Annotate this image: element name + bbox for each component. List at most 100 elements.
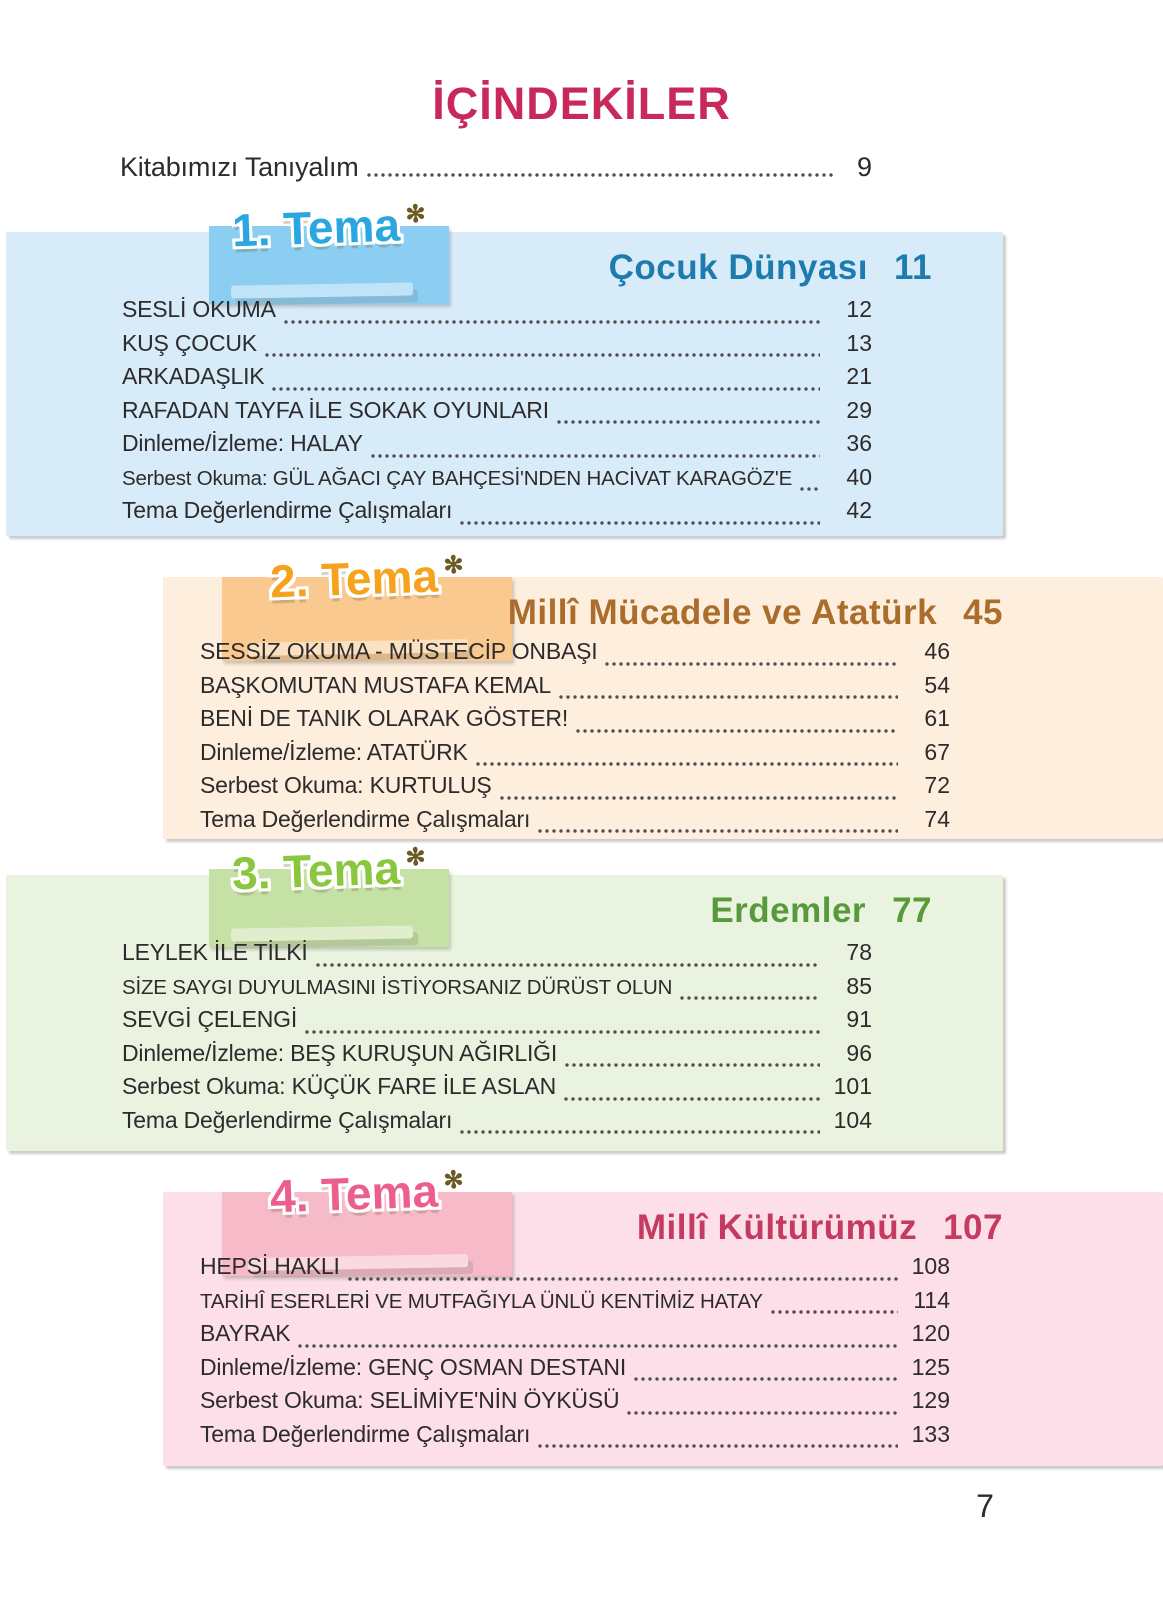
- toc-entry-label: Dinleme/İzleme: BEŞ KURUŞUN AĞIRLIĞI: [122, 1039, 558, 1066]
- toc-entry-page: 21: [846, 363, 872, 389]
- toc-entry-label: ARKADAŞLIK: [122, 363, 265, 389]
- toc-entry-label: TARİHÎ ESERLERİ VE MUTFAĞIYLA ÜNLÜ KENTİ…: [200, 1289, 763, 1313]
- toc-entry-label: Tema Değerlendirme Çalışmaları: [122, 1106, 453, 1133]
- toc-entry: TARİHÎ ESERLERİ VE MUTFAĞIYLA ÜNLÜ KENTİ…: [200, 1287, 950, 1321]
- toc-entry-label: Tema Değerlendirme Çalışmaları: [200, 1420, 531, 1447]
- toc-entry-label: Tema Değerlendirme Çalışmaları: [122, 497, 453, 523]
- page-title: İÇİNDEKİLER: [432, 78, 731, 129]
- toc-entry-label: Serbest Okuma: SELİMİYE'NİN ÖYKÜSÜ: [200, 1387, 620, 1413]
- toc-entry-page: 54: [924, 671, 950, 698]
- dot-leader: [565, 1063, 820, 1067]
- toc-entry-label: LEYLEK İLE TİLKİ: [122, 939, 308, 965]
- tema-panel-3: 3. Tema ✻ Erdemler 77 LEYLEK İLE TİLKİ 78 SİZE…: [6, 842, 1003, 1151]
- dot-leader: [576, 728, 898, 733]
- toc-entry-label: BAYRAK: [200, 1320, 291, 1346]
- dot-leader: [538, 1444, 898, 1448]
- flower-icon: ✻: [443, 1166, 465, 1195]
- toc-entry: SEVGİ ÇELENGİ 91: [122, 1006, 872, 1040]
- tema-title: Millî Kültürümüz 107: [637, 1208, 1003, 1248]
- tema-badge-label: 2. Tema ✻: [269, 549, 465, 608]
- tema-title: Erdemler 77: [710, 891, 932, 931]
- toc-entry-label: Dinleme/İzleme: GENÇ OSMAN DESTANI: [200, 1353, 627, 1380]
- toc-entry-label: Dinleme/İzleme: ATATÜRK: [200, 738, 468, 765]
- toc-entry: SESLİ OKUMA 12: [122, 296, 872, 330]
- toc-entry-label: Tema Değerlendirme Çalışmaları: [200, 805, 531, 832]
- tema-title-page: 107: [943, 1208, 1003, 1247]
- toc-list: LEYLEK İLE TİLKİ 78 SİZE SAYGI DUYULMASINI…: [122, 939, 872, 1140]
- toc-entry-intro: Kitabımızı Tanıyalım 9: [120, 152, 872, 183]
- toc-entry-page: 67: [924, 738, 950, 765]
- toc-entry: Tema Değerlendirme Çalışmaları 42: [122, 497, 872, 531]
- toc-entry-page: 91: [846, 1006, 872, 1032]
- toc-entry-page: 133: [911, 1420, 950, 1447]
- toc-entry-label: Dinleme/İzleme: HALAY: [122, 430, 363, 456]
- dot-leader: [770, 1310, 898, 1314]
- toc-entry: Dinleme/İzleme: BEŞ KURUŞUN AĞIRLIĞI 96: [122, 1040, 872, 1074]
- toc-entry-page: 120: [911, 1320, 950, 1346]
- toc-entry: BENİ DE TANIK OLARAK GÖSTER! 61: [200, 705, 950, 739]
- toc-entry-page: 96: [846, 1039, 872, 1066]
- flower-icon: ✻: [443, 551, 465, 580]
- flower-icon: ✻: [405, 200, 427, 229]
- toc-entry-page: 129: [911, 1387, 950, 1413]
- dot-leader: [347, 1276, 898, 1281]
- dot-leader: [305, 1029, 820, 1034]
- toc-entry-page: 101: [833, 1073, 872, 1099]
- toc-entry-page: 29: [846, 396, 872, 423]
- dot-leader: [605, 661, 898, 666]
- toc-entry: Dinleme/İzleme: HALAY 36: [122, 430, 872, 464]
- tema-title-text: Çocuk Dünyası: [608, 248, 868, 287]
- toc-entry: Dinleme/İzleme: ATATÜRK 67: [200, 739, 950, 773]
- dot-leader: [558, 695, 898, 699]
- toc-entry: SESSİZ OKUMA - MÜSTECİP ONBAŞI 46: [200, 638, 950, 672]
- tema-title-text: Millî Mücadele ve Atatürk: [507, 593, 938, 632]
- dot-leader: [538, 829, 898, 833]
- dot-leader: [460, 1130, 820, 1134]
- toc-entry: KUŞ ÇOCUK 13: [122, 330, 872, 364]
- toc-entry: Serbest Okuma: SELİMİYE'NİN ÖYKÜSÜ 129: [200, 1387, 950, 1421]
- toc-entry: BAŞKOMUTAN MUSTAFA KEMAL 54: [200, 672, 950, 706]
- toc-entry-page: 72: [924, 772, 950, 798]
- tema-badge: 3. Tema ✻: [209, 842, 449, 947]
- dot-leader: [499, 795, 898, 800]
- toc-entry-label: SİZE SAYGI DUYULMASINI İSTİYORSANIZ DÜRÜ…: [122, 975, 673, 999]
- toc-entry: Tema Değerlendirme Çalışmaları 74: [200, 806, 950, 840]
- dot-leader: [680, 996, 820, 1000]
- toc-entry-page: 46: [924, 638, 950, 664]
- toc-entry: RAFADAN TAYFA İLE SOKAK OYUNLARI 29: [122, 397, 872, 431]
- dot-leader: [475, 762, 898, 766]
- toc-entry: Dinleme/İzleme: GENÇ OSMAN DESTANI 125: [200, 1354, 950, 1388]
- toc-entry-label: Kitabımızı Tanıyalım: [120, 152, 359, 182]
- toc-entry: ARKADAŞLIK 21: [122, 363, 872, 397]
- toc-entry-label: Serbest Okuma: KÜÇÜK FARE İLE ASLAN: [122, 1073, 556, 1099]
- toc-entry-label: RAFADAN TAYFA İLE SOKAK OYUNLARI: [122, 396, 549, 423]
- toc-entry-page: 12: [846, 296, 872, 322]
- page-number: 7: [976, 1488, 994, 1524]
- toc-entry-page: 108: [911, 1253, 950, 1279]
- toc-entry-page: 104: [833, 1106, 872, 1133]
- dot-leader: [800, 487, 820, 491]
- tema-badge: 4. Tema ✻: [222, 1165, 512, 1276]
- toc-entry-label: SEVGİ ÇELENGİ: [122, 1006, 298, 1032]
- dot-leader: [264, 353, 820, 357]
- toc-entry-page: 74: [924, 805, 950, 832]
- toc-entry-label: Serbest Okuma: GÜL AĞACI ÇAY BAHÇESİ'NDE…: [122, 466, 793, 490]
- toc-entry-label: HEPSİ HAKLI: [200, 1253, 340, 1279]
- dot-leader: [634, 1377, 898, 1381]
- tema-badge-label: 4. Tema ✻: [269, 1164, 465, 1223]
- toc-entry: BAYRAK 120: [200, 1320, 950, 1354]
- dot-leader: [298, 1343, 898, 1348]
- toc-entry-page: 36: [846, 430, 872, 456]
- toc-list: SESSİZ OKUMA - MÜSTECİP ONBAŞI 46 BAŞKOMUT…: [200, 638, 950, 839]
- toc-entry: Tema Değerlendirme Çalışmaları 104: [122, 1107, 872, 1141]
- toc-entry-page: 9: [856, 152, 872, 182]
- toc-entry-label: BENİ DE TANIK OLARAK GÖSTER!: [200, 705, 569, 731]
- tema-badge: 1. Tema ✻: [209, 199, 449, 304]
- tema-badge-label: 3. Tema ✻: [231, 841, 427, 900]
- toc-entry-page: 42: [846, 497, 872, 523]
- tema-title: Çocuk Dünyası 11: [609, 248, 932, 288]
- toc-entry-page: 114: [913, 1286, 950, 1313]
- tema-panel-2: 2. Tema ✻ Millî Mücadele ve Atatürk 45 SESSİ…: [163, 550, 1163, 839]
- toc-entry-label: Serbest Okuma: KURTULUŞ: [200, 772, 492, 798]
